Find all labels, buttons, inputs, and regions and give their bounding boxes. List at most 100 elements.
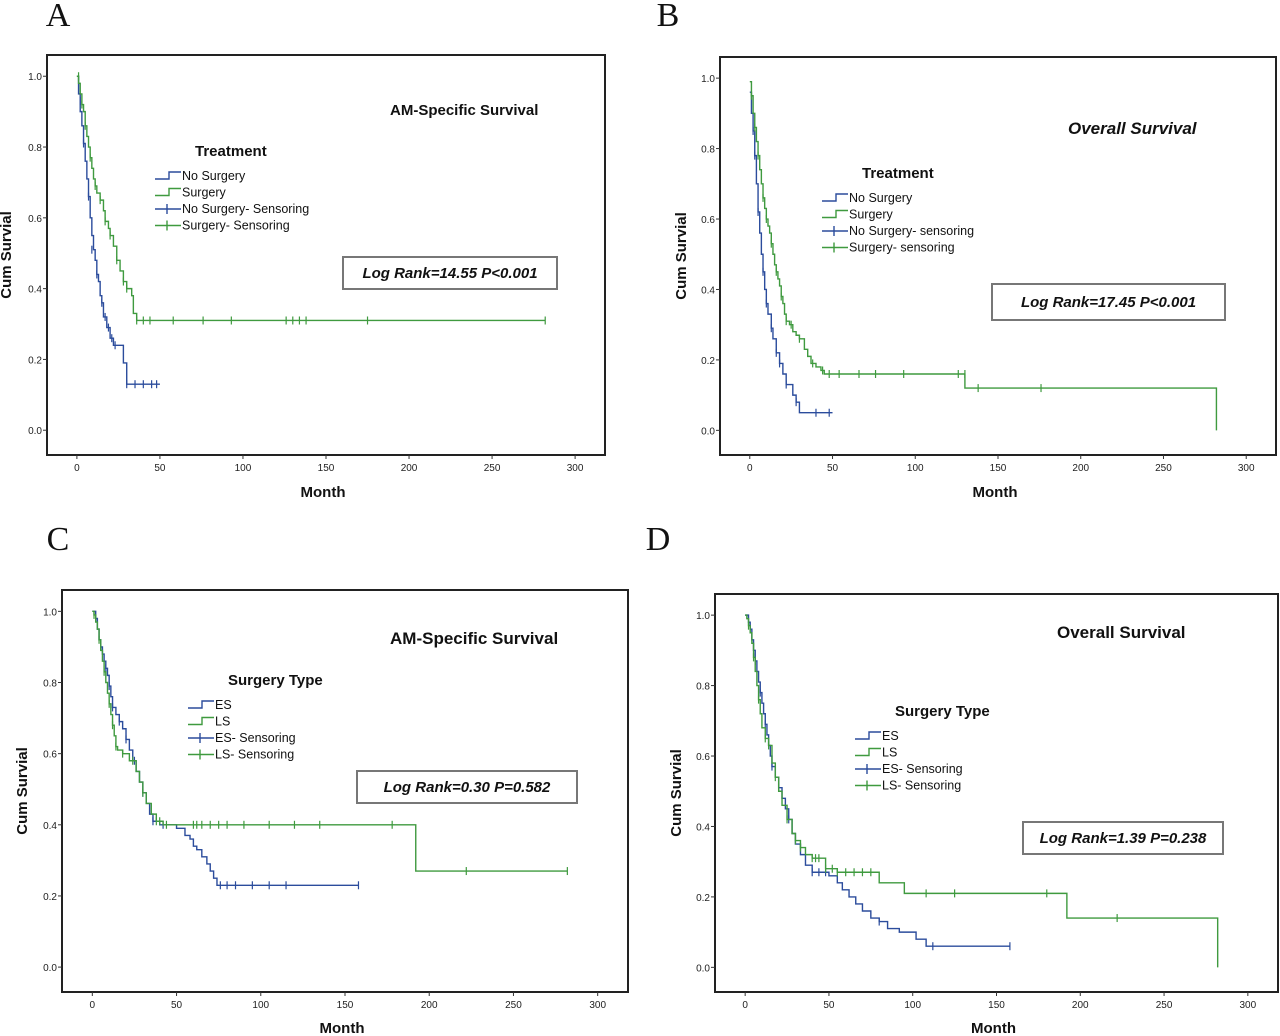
plot-frame	[719, 56, 1277, 456]
x-tick-label: 250	[484, 463, 501, 474]
panel-letter-c: C	[47, 521, 70, 558]
stat-box	[991, 283, 1226, 321]
y-tick-label: 0.8	[696, 682, 710, 693]
legend-entry: No Surgery	[849, 191, 913, 205]
x-tick-label: 150	[318, 463, 335, 474]
legend-entry: LS	[215, 715, 230, 729]
chart-d: D 0 50 100 150 200 250 300 0.0 0.2 0.4 0.6 0.8 1.0 Mon…	[646, 521, 1279, 1036]
panel-letter-d: D	[646, 521, 671, 558]
legend: Treatment No Surgery Surgery No Surgery- se…	[822, 165, 974, 255]
panel-letter-a: A	[46, 0, 71, 34]
plot-frame	[714, 593, 1279, 993]
legend-entry: ES	[215, 698, 232, 712]
y-tick-label: 0.8	[43, 678, 57, 689]
series-surgery	[76, 72, 546, 325]
chart-a: A 0 50 100 150 200 250 300 0.0 0.2 0.4 0.6 0.8 1.0 Mon…	[0, 0, 606, 501]
series-no-surgery	[76, 75, 160, 389]
x-tick-label: 300	[589, 1000, 606, 1011]
legend-swatch	[188, 700, 214, 709]
legend-entry: Surgery	[849, 208, 894, 222]
x-tick-label: 300	[1239, 1000, 1256, 1011]
y-tick-label: 0.8	[701, 145, 715, 156]
x-tick-label: 200	[401, 463, 418, 474]
survival-curve	[92, 610, 568, 872]
y-tick-label: 0.0	[701, 426, 715, 437]
x-tick-label: 50	[823, 1000, 835, 1011]
x-tick-label: 200	[1072, 463, 1089, 474]
x-axis-label: Month	[301, 484, 346, 501]
x-tick-label: 200	[1072, 1000, 1089, 1011]
x-tick-label: 150	[990, 463, 1007, 474]
chart-c: C 0 50 100 150 200 250 300 0.0 0.2 0.4 0.6 0.8 1.0 Mon…	[14, 521, 629, 1036]
legend-title: Surgery Type	[228, 672, 323, 689]
survival-curve	[76, 75, 160, 385]
series-no-surgery	[749, 91, 833, 417]
legend-entry: ES- Sensoring	[215, 731, 296, 745]
y-tick-label: 0.4	[696, 822, 710, 833]
legend-entry: LS	[882, 746, 897, 760]
stat-box	[356, 770, 578, 804]
legend-entry: No Surgery- Sensoring	[182, 202, 309, 216]
legend-title: Treatment	[195, 143, 267, 160]
x-tick-label: 100	[907, 463, 924, 474]
x-axis-label: Month	[973, 484, 1018, 501]
chart-title: AM-Specific Survival	[390, 629, 558, 648]
legend-entry: LS- Sensoring	[882, 779, 961, 793]
y-tick-label: 0.6	[43, 750, 57, 761]
x-tick-label: 150	[337, 1000, 354, 1011]
y-axis-label: Cum Survial	[14, 747, 31, 835]
x-tick-label: 100	[235, 463, 252, 474]
legend-swatch	[855, 747, 881, 757]
x-tick-label: 0	[90, 1000, 96, 1011]
chart-title: Overall Survival	[1068, 119, 1198, 138]
legend-swatch	[155, 171, 181, 180]
chart-title: AM-Specific Survival	[390, 102, 538, 119]
series-ls	[92, 610, 568, 876]
series-es	[745, 614, 1011, 951]
y-tick-label: 0.4	[701, 285, 715, 296]
x-tick-label: 250	[1156, 1000, 1173, 1011]
y-tick-label: 1.0	[28, 72, 42, 83]
x-axis-label: Month	[971, 1020, 1016, 1036]
x-tick-label: 200	[421, 1000, 438, 1011]
survival-curve	[745, 614, 1219, 968]
stat-box	[1022, 821, 1224, 855]
legend-title: Surgery Type	[895, 703, 990, 720]
y-axis-label: Cum Survial	[673, 212, 690, 300]
x-tick-label: 300	[1238, 463, 1255, 474]
panel-letter-b: B	[657, 0, 680, 34]
x-tick-label: 50	[154, 463, 166, 474]
legend-entry: No Surgery- sensoring	[849, 224, 974, 238]
y-tick-label: 0.0	[696, 963, 710, 974]
y-tick-label: 1.0	[696, 611, 710, 622]
x-tick-label: 300	[567, 463, 584, 474]
legend-swatch	[822, 193, 848, 202]
x-tick-label: 50	[171, 1000, 183, 1011]
y-axis-label: Cum Survial	[0, 211, 15, 299]
y-axis-label: Cum Survial	[668, 749, 685, 837]
legend-swatch	[855, 731, 881, 740]
y-tick-label: 0.2	[28, 355, 42, 366]
series-ls	[745, 614, 1219, 968]
legend-title: Treatment	[862, 165, 934, 182]
survival-curve	[745, 614, 1010, 947]
legend-entry: No Surgery	[182, 169, 246, 183]
y-tick-label: 0.2	[43, 892, 57, 903]
x-tick-label: 250	[1155, 463, 1172, 474]
log-rank-text: Log Rank=14.55 P<0.001	[362, 265, 537, 282]
y-tick-label: 0.2	[696, 893, 710, 904]
log-rank-text: Log Rank=0.30 P=0.582	[384, 779, 551, 796]
x-tick-label: 0	[747, 463, 753, 474]
legend: Surgery Type ES LS ES- Sensoring LS- Sensori…	[188, 672, 323, 762]
legend: Treatment No Surgery Surgery No Surgery- Se…	[155, 143, 309, 233]
y-tick-label: 1.0	[43, 607, 57, 618]
x-tick-label: 0	[742, 1000, 748, 1011]
y-tick-label: 0.6	[701, 215, 715, 226]
legend-entry: ES	[882, 729, 899, 743]
legend-entry: Surgery	[182, 186, 227, 200]
y-tick-label: 1.0	[701, 74, 715, 85]
legend-swatch	[155, 187, 181, 197]
y-tick-label: 0.0	[43, 963, 57, 974]
x-tick-label: 250	[505, 1000, 522, 1011]
log-rank-text: Log Rank=1.39 P=0.238	[1040, 830, 1207, 847]
